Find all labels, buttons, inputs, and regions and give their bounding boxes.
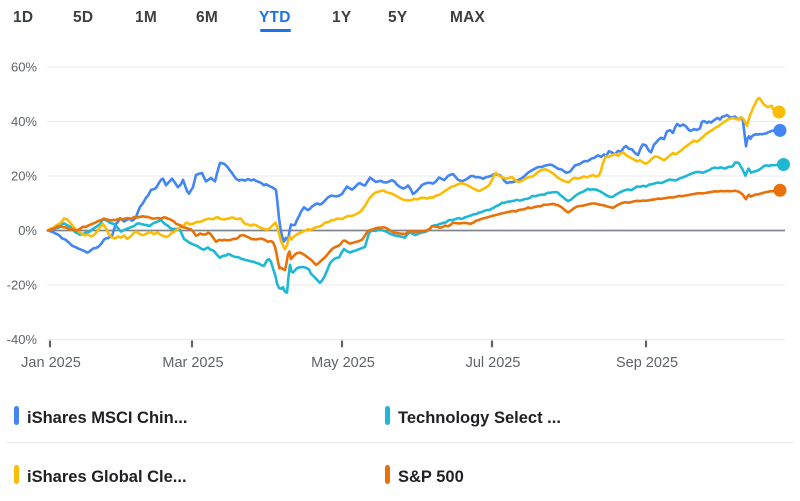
svg-text:May 2025: May 2025	[311, 355, 375, 371]
svg-text:Jul 2025: Jul 2025	[466, 355, 521, 371]
svg-text:60%: 60%	[11, 60, 37, 75]
svg-text:40%: 40%	[11, 114, 37, 129]
svg-text:Sep 2025: Sep 2025	[616, 355, 678, 371]
svg-text:-40%: -40%	[7, 332, 38, 347]
svg-text:Mar 2025: Mar 2025	[162, 355, 223, 371]
svg-text:-20%: -20%	[7, 278, 38, 293]
svg-text:20%: 20%	[11, 169, 37, 184]
svg-text:0%: 0%	[18, 223, 37, 238]
svg-text:Jan 2025: Jan 2025	[21, 355, 81, 371]
